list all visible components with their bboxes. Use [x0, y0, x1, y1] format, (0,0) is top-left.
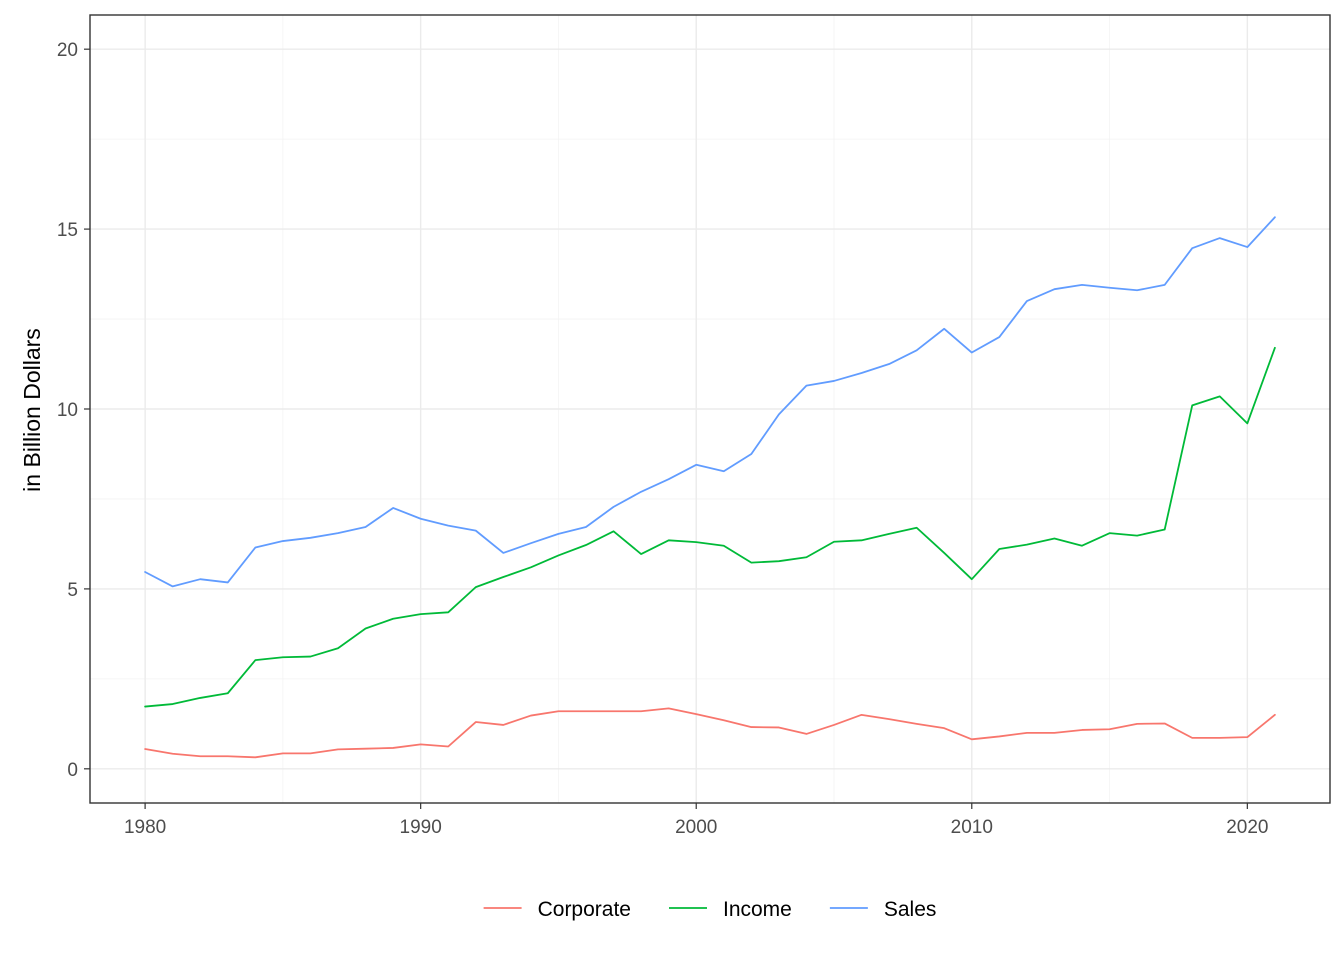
y-tick-label-15: 15: [57, 220, 78, 241]
x-tick-label-2020: 2020: [1226, 817, 1268, 838]
series-line-sales: [144, 216, 1276, 588]
y-axis-title: in Billion Dollars: [19, 328, 45, 492]
y-tick-label-20: 20: [57, 40, 78, 61]
series-line-income: [144, 346, 1276, 708]
x-tick-label-1980: 1980: [124, 817, 166, 838]
series-line-corporate: [144, 707, 1276, 759]
legend-label-sales: Sales: [884, 898, 937, 921]
y-axis: 0 5 10 15 20: [57, 40, 90, 781]
series-lines: [144, 216, 1276, 759]
major-gridlines: [90, 15, 1330, 803]
legend-label-corporate: Corporate: [538, 898, 631, 921]
legend-label-income: Income: [723, 898, 792, 921]
x-tick-label-1990: 1990: [400, 817, 442, 838]
x-tick-label-2000: 2000: [675, 817, 717, 838]
y-tick-label-5: 5: [67, 580, 78, 601]
x-axis: 1980 1990 2000 2010 2020: [124, 803, 1268, 838]
legend: Corporate Income Sales: [483, 898, 937, 921]
y-tick-label-10: 10: [57, 400, 78, 421]
x-tick-label-2010: 2010: [951, 817, 993, 838]
y-tick-label-0: 0: [67, 760, 78, 781]
